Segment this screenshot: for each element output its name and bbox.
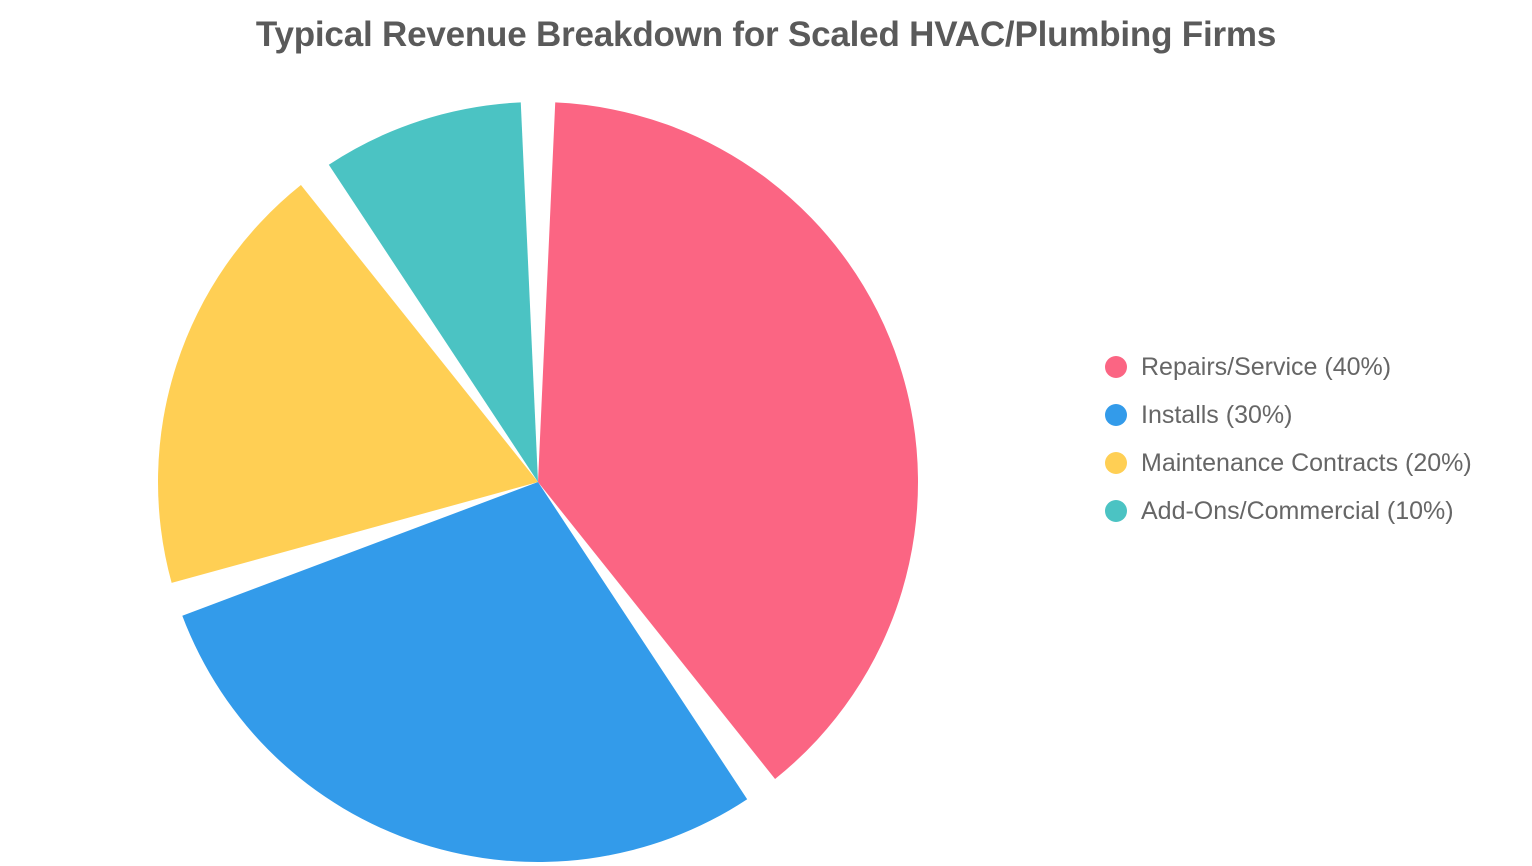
legend-swatch-icon [1105, 404, 1127, 426]
pie-slice-group [157, 102, 919, 862]
pie-slice[interactable] [328, 102, 538, 482]
legend-item-label: Installs (30%) [1141, 401, 1293, 429]
pie-slice[interactable] [538, 102, 919, 779]
legend-item[interactable]: Maintenance Contracts (20%) [1105, 439, 1525, 487]
legend-swatch-icon [1105, 500, 1127, 522]
chart-legend: Repairs/Service (40%) Installs (30%) Mai… [1105, 343, 1525, 535]
legend-item[interactable]: Installs (30%) [1105, 391, 1525, 439]
legend-item-label: Add-Ons/Commercial (10%) [1141, 497, 1454, 525]
chart-title: Typical Revenue Breakdown for Scaled HVA… [255, 15, 1277, 54]
legend-item[interactable]: Add-Ons/Commercial (10%) [1105, 487, 1525, 535]
legend-item[interactable]: Repairs/Service (40%) [1105, 343, 1525, 391]
legend-item-label: Repairs/Service (40%) [1141, 353, 1392, 381]
legend-swatch-icon [1105, 356, 1127, 378]
pie-plot-area [157, 102, 919, 862]
legend-swatch-icon [1105, 452, 1127, 474]
pie-slice[interactable] [157, 185, 538, 583]
pie-svg [157, 102, 919, 862]
pie-slice[interactable] [182, 482, 748, 862]
legend-item-label: Maintenance Contracts (20%) [1141, 449, 1472, 477]
